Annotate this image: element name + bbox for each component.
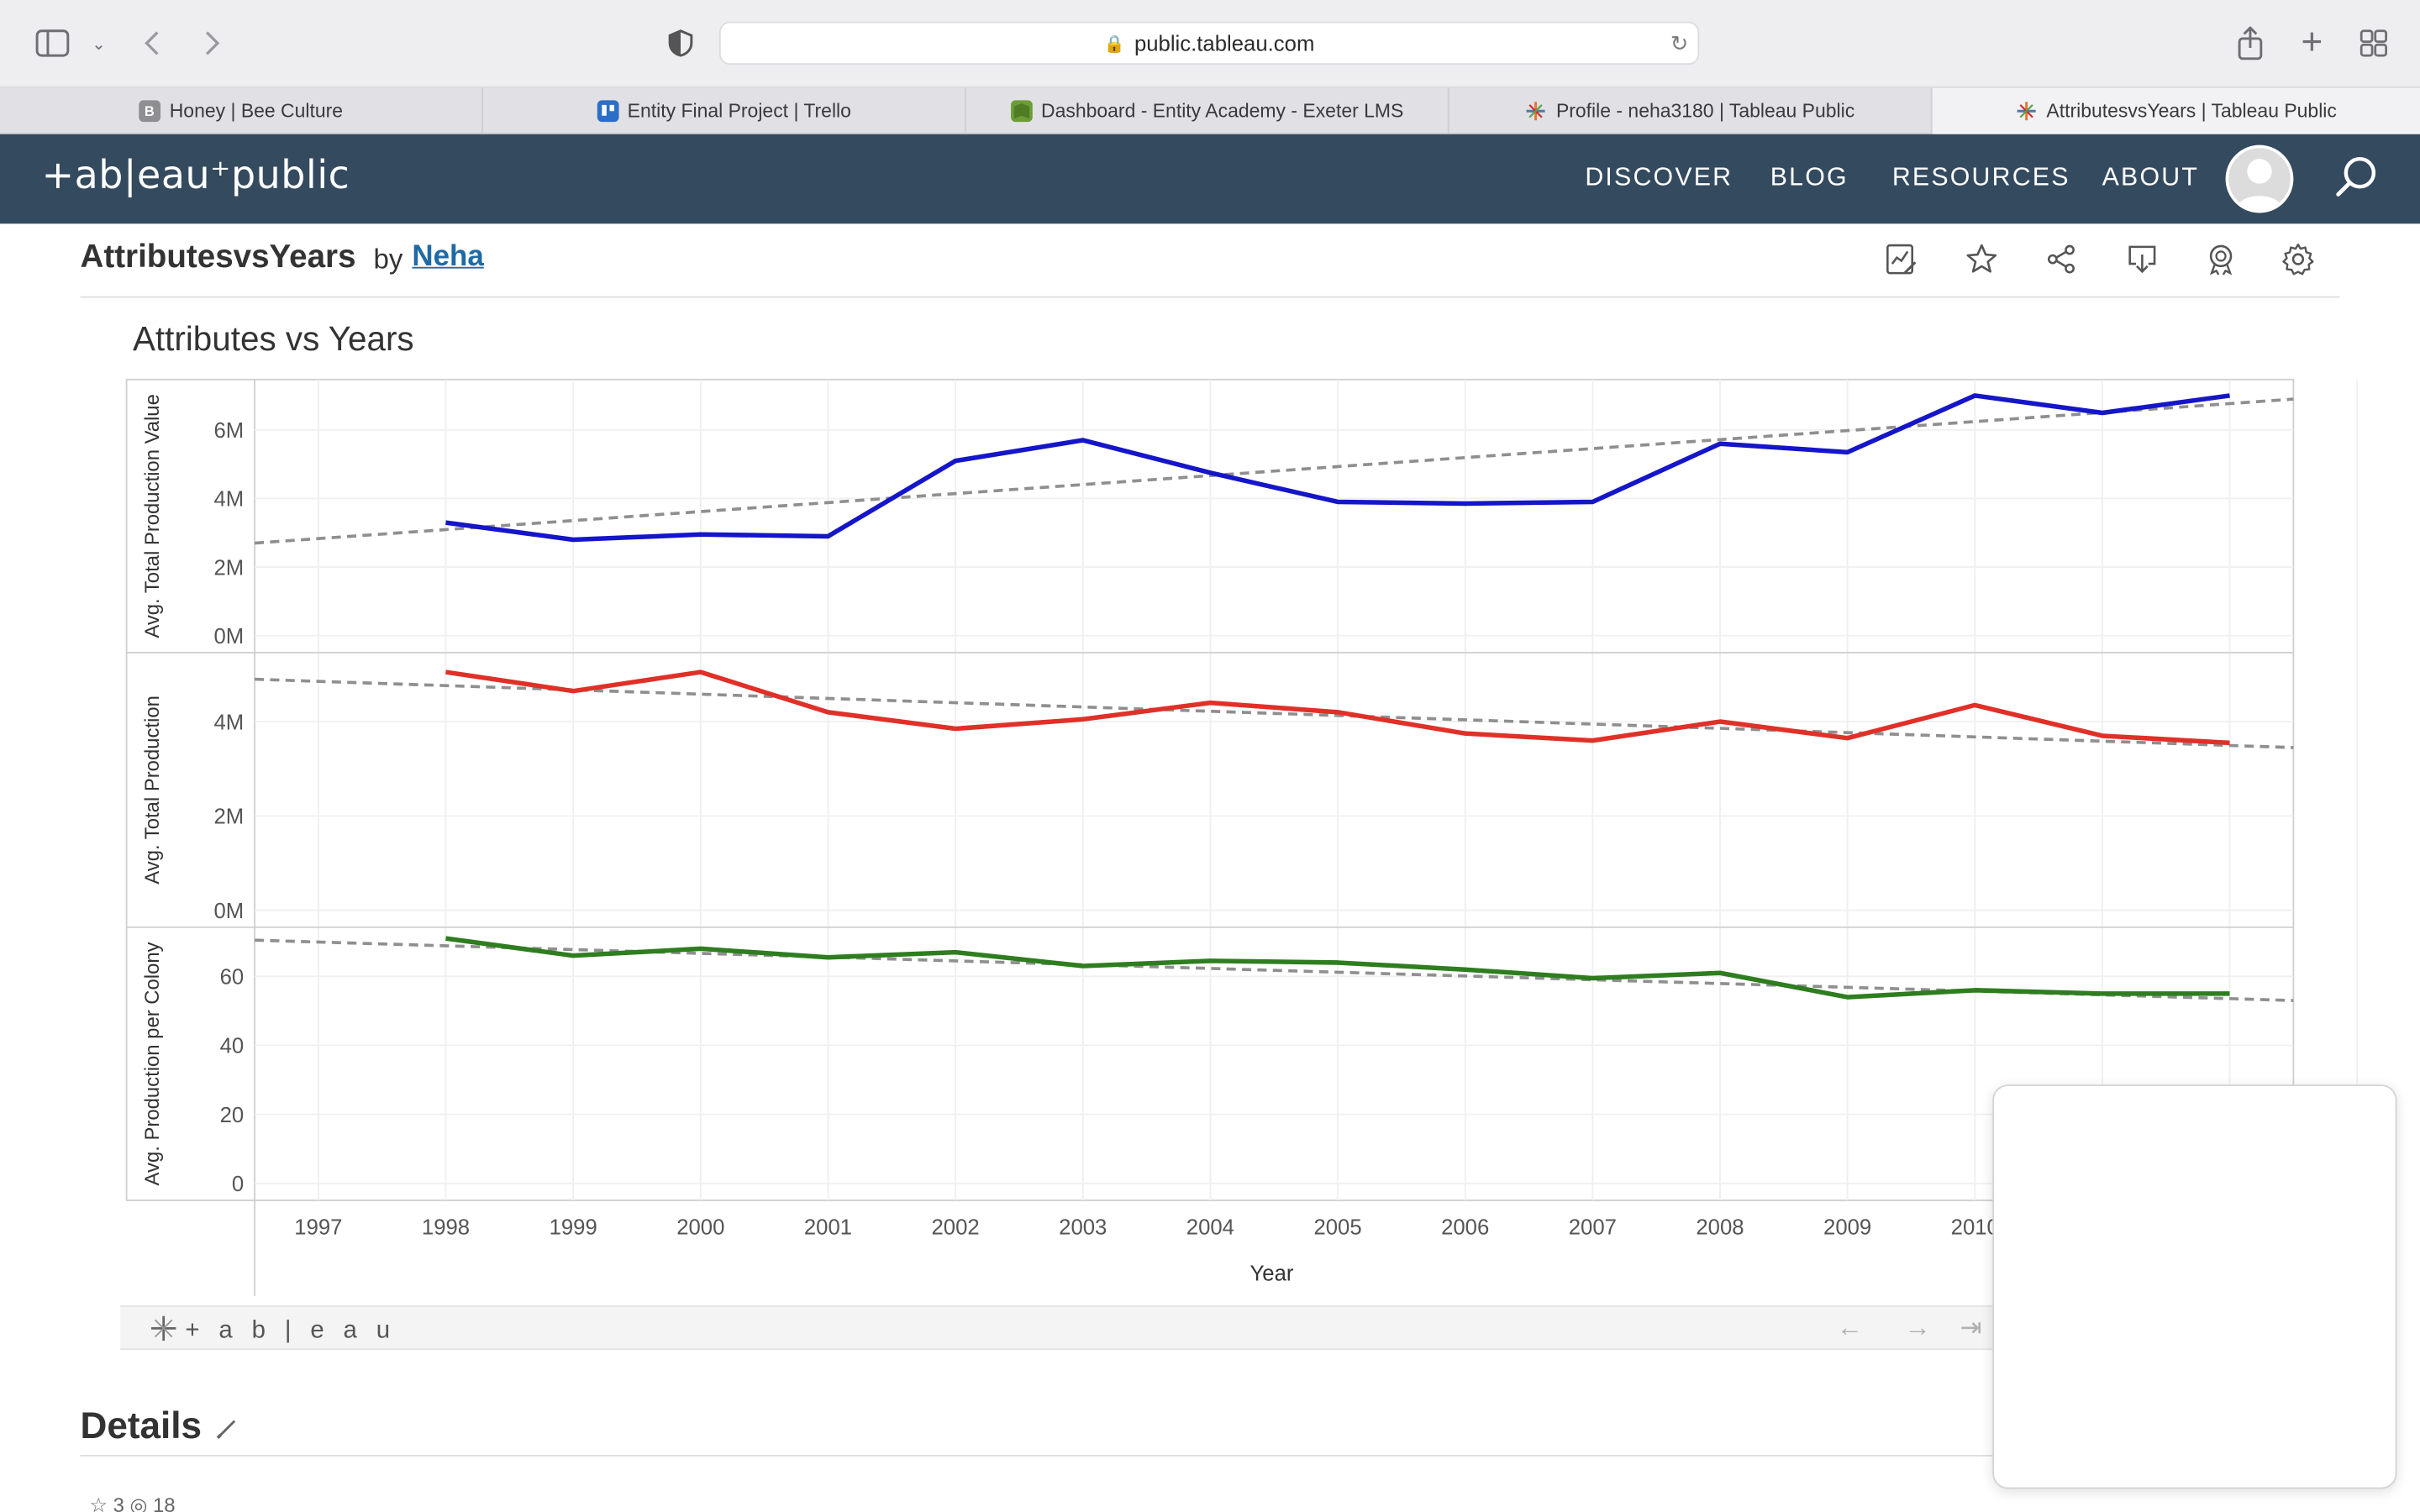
shield-icon[interactable] bbox=[659, 22, 702, 65]
settings-gear-icon[interactable] bbox=[2280, 241, 2317, 278]
y-tick-label: 4M bbox=[213, 488, 244, 512]
x-tick-label: 2010 bbox=[1951, 1215, 1999, 1239]
nav-resources[interactable]: RESOURCES bbox=[1891, 163, 2070, 192]
tableau-embed-toolbar: + a b | e a u ← → ⇥ bbox=[120, 1305, 2004, 1351]
y-tick-label: 0M bbox=[213, 900, 244, 923]
star-icon[interactable] bbox=[1963, 241, 2000, 278]
x-tick-label: 2006 bbox=[1441, 1215, 1489, 1239]
tab-overview-icon[interactable] bbox=[2352, 22, 2395, 65]
tab-label: Dashboard - Entity Academy - Exeter LMS bbox=[1041, 100, 1404, 123]
award-icon[interactable] bbox=[2202, 241, 2239, 278]
forward-icon[interactable] bbox=[190, 22, 233, 65]
share-icon[interactable] bbox=[2228, 22, 2271, 65]
back-icon[interactable] bbox=[131, 22, 174, 65]
tab-tableau-profile[interactable]: Profile - neha3180 | Tableau Public bbox=[1449, 87, 1933, 134]
reload-icon[interactable]: ↻ bbox=[1670, 30, 1689, 56]
series-line bbox=[445, 393, 2230, 543]
url-text: public.tableau.com bbox=[1134, 30, 1315, 56]
x-tick-label: 2007 bbox=[1569, 1215, 1617, 1239]
x-tick-label: 2005 bbox=[1313, 1215, 1361, 1239]
popup-panel bbox=[1992, 1084, 2397, 1489]
chart-title: Attributes vs Years bbox=[132, 319, 414, 359]
address-bar[interactable]: 🔒 public.tableau.com ↻ bbox=[718, 21, 1700, 66]
y-tick-label: 6M bbox=[213, 419, 244, 443]
y-tick-label: 0 bbox=[232, 1173, 244, 1196]
tab-bar: B Honey | Bee Culture Entity Final Proje… bbox=[0, 87, 2420, 134]
tab-attributes-vs-years[interactable]: AttributesvsYears | Tableau Public bbox=[1932, 87, 2420, 134]
series-line bbox=[445, 669, 2230, 746]
edit-viz-icon[interactable] bbox=[1883, 241, 1920, 278]
nav-about[interactable]: ABOUT bbox=[2102, 163, 2200, 192]
tableau-brand-text: + a b | e a u bbox=[185, 1317, 397, 1344]
browser-toolbar: ⌄ 🔒 public.tableau.com ↻ + bbox=[0, 0, 2420, 88]
download-icon[interactable] bbox=[2123, 241, 2160, 278]
x-tick-label: 2008 bbox=[1696, 1215, 1744, 1239]
title-divider bbox=[80, 296, 2340, 298]
redo-icon[interactable]: → bbox=[1904, 1313, 1931, 1342]
tab-exeter-lms[interactable]: Dashboard - Entity Academy - Exeter LMS bbox=[966, 87, 1449, 134]
sidebar-toggle-icon[interactable] bbox=[31, 22, 74, 65]
details-heading: Details bbox=[80, 1405, 203, 1447]
x-tick-label: 2009 bbox=[1823, 1215, 1871, 1239]
avatar[interactable] bbox=[2225, 144, 2294, 213]
x-tick-label: 2003 bbox=[1059, 1215, 1107, 1239]
tableau-header: +ab|eau⁺public DISCOVER BLOG RESOURCES A… bbox=[0, 134, 2420, 224]
tab-honey-bee-culture[interactable]: B Honey | Bee Culture bbox=[0, 87, 483, 134]
new-tab-icon[interactable]: + bbox=[2301, 21, 2323, 64]
series-line bbox=[445, 936, 2230, 1000]
x-axis-label: Year bbox=[1250, 1262, 1294, 1285]
chevron-down-icon[interactable]: ⌄ bbox=[92, 34, 107, 54]
trello-favicon-icon bbox=[596, 100, 618, 123]
y-tick-label: 0M bbox=[213, 625, 244, 648]
revert-icon[interactable]: ⇥ bbox=[1960, 1313, 1982, 1342]
viz-by-label: by bbox=[373, 244, 403, 275]
tableau-public-logo[interactable]: +ab|eau⁺public bbox=[41, 152, 350, 198]
x-tick-label: 2000 bbox=[676, 1215, 724, 1239]
x-tick-label: 1997 bbox=[294, 1215, 342, 1239]
tableau-favicon-icon bbox=[2016, 100, 2038, 122]
exeter-favicon-icon bbox=[1010, 100, 1033, 123]
favorites-views-stats: ☆ 3 ◎ 18 bbox=[89, 1493, 176, 1512]
y-tick-label: 4M bbox=[213, 711, 244, 734]
undo-icon[interactable]: ← bbox=[1836, 1313, 1863, 1342]
tableau-mark-icon bbox=[151, 1315, 176, 1341]
pencil-icon[interactable] bbox=[216, 1418, 238, 1446]
y-axis-label: Avg. Production per Colony bbox=[141, 942, 164, 1185]
y-axis-label: Avg. Total Production Value bbox=[141, 394, 164, 638]
author-link[interactable]: Neha bbox=[412, 240, 484, 274]
x-tick-label: 2001 bbox=[804, 1215, 852, 1239]
tab-label: Profile - neha3180 | Tableau Public bbox=[1555, 100, 1855, 123]
tab-label: Honey | Bee Culture bbox=[169, 100, 344, 123]
tab-label: Entity Final Project | Trello bbox=[627, 100, 851, 123]
tableau-brand-logo[interactable]: + a b | e a u bbox=[148, 1313, 396, 1346]
y-tick-label: 60 bbox=[220, 966, 245, 990]
trend-line bbox=[254, 397, 2294, 545]
share-viz-icon[interactable] bbox=[2044, 241, 2081, 278]
x-tick-label: 1999 bbox=[550, 1215, 597, 1239]
lock-icon: 🔒 bbox=[1103, 34, 1125, 54]
viz-title: AttributesvsYears bbox=[80, 239, 356, 275]
tab-label: AttributesvsYears | Tableau Public bbox=[2046, 100, 2337, 123]
search-icon[interactable] bbox=[2333, 155, 2380, 201]
bee-culture-favicon-icon: B bbox=[138, 100, 160, 123]
y-tick-label: 20 bbox=[220, 1104, 245, 1127]
details-divider bbox=[80, 1455, 2010, 1457]
y-tick-label: 40 bbox=[220, 1035, 245, 1058]
tab-trello[interactable]: Entity Final Project | Trello bbox=[483, 87, 966, 134]
y-tick-label: 2M bbox=[213, 806, 244, 829]
y-axis-label: Avg. Total Production bbox=[141, 696, 164, 885]
x-tick-label: 2004 bbox=[1186, 1215, 1234, 1239]
x-tick-label: 1998 bbox=[422, 1215, 470, 1239]
x-tick-label: 2002 bbox=[932, 1215, 980, 1239]
trend-line bbox=[254, 677, 2294, 749]
tableau-favicon-icon bbox=[1525, 100, 1547, 122]
y-tick-label: 2M bbox=[213, 556, 244, 580]
nav-blog[interactable]: BLOG bbox=[1770, 163, 1849, 192]
nav-discover[interactable]: DISCOVER bbox=[1585, 163, 1733, 192]
